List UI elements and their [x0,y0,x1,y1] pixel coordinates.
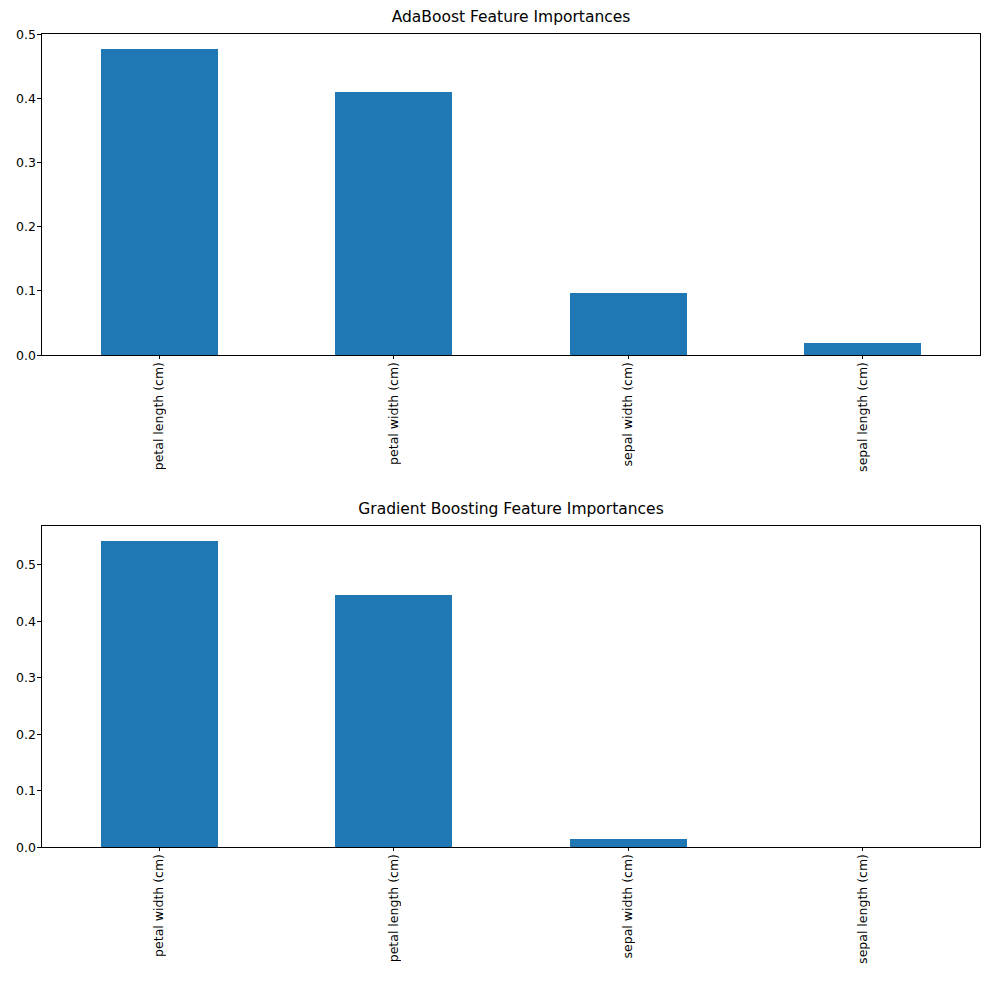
chart-title: AdaBoost Feature Importances [41,7,981,27]
bar-petal-width-cm [335,92,452,355]
x-tick-label: petal length (cm) [151,362,167,470]
x-tick-label: sepal length (cm) [855,854,871,964]
x-tick-label: sepal width (cm) [620,854,636,958]
x-tick-label: petal width (cm) [386,362,402,465]
y-tick-label: 0.0 [16,840,36,855]
bar-sepal-length-cm [804,343,921,355]
y-tick-mark [37,290,41,291]
y-tick-mark [37,677,41,678]
x-tick-mark [159,847,160,851]
bar-petal-width-cm [101,541,218,847]
y-tick-label: 0.0 [16,348,36,363]
chart-title: Gradient Boosting Feature Importances [41,499,981,519]
x-tick-mark [393,355,394,359]
bar-sepal-width-cm [570,293,687,355]
y-tick-label: 0.2 [16,219,36,234]
x-tick-mark [628,847,629,851]
x-tick-mark [628,355,629,359]
x-tick-label: petal length (cm) [386,854,402,962]
gradient-boosting-feature-importances-chart: Gradient Boosting Feature Importances 0.… [0,0,990,990]
x-tick-label: sepal length (cm) [855,362,871,472]
y-tick-label: 0.2 [16,727,36,742]
y-tick-mark [37,226,41,227]
plot-area: 0.00.10.20.30.40.5petal length (cm)petal… [41,33,981,356]
y-tick-mark [37,847,41,848]
x-tick-mark [159,355,160,359]
bar-petal-length-cm [335,595,452,847]
y-tick-mark [37,790,41,791]
y-tick-mark [37,564,41,565]
y-tick-label: 0.4 [16,614,36,629]
x-tick-label: sepal width (cm) [620,362,636,466]
adaboost-feature-importances-chart: AdaBoost Feature Importances 0.00.10.20.… [0,0,990,990]
y-tick-label: 0.4 [16,91,36,106]
plot-area: 0.00.10.20.30.40.5petal width (cm)petal … [41,525,981,848]
y-tick-label: 0.5 [16,557,36,572]
y-tick-label: 0.1 [16,283,36,298]
x-tick-mark [393,847,394,851]
y-tick-label: 0.5 [16,27,36,42]
x-tick-mark [862,847,863,851]
y-tick-label: 0.3 [16,670,36,685]
y-tick-mark [37,734,41,735]
x-tick-mark [862,355,863,359]
y-tick-mark [37,98,41,99]
y-tick-mark [37,621,41,622]
y-tick-mark [37,34,41,35]
figure: AdaBoost Feature Importances 0.00.10.20.… [0,0,990,990]
y-tick-label: 0.1 [16,783,36,798]
y-tick-mark [37,355,41,356]
x-tick-label: petal width (cm) [151,854,167,957]
bar-petal-length-cm [101,49,218,355]
bar-sepal-width-cm [570,839,687,847]
y-tick-mark [37,162,41,163]
y-tick-label: 0.3 [16,155,36,170]
